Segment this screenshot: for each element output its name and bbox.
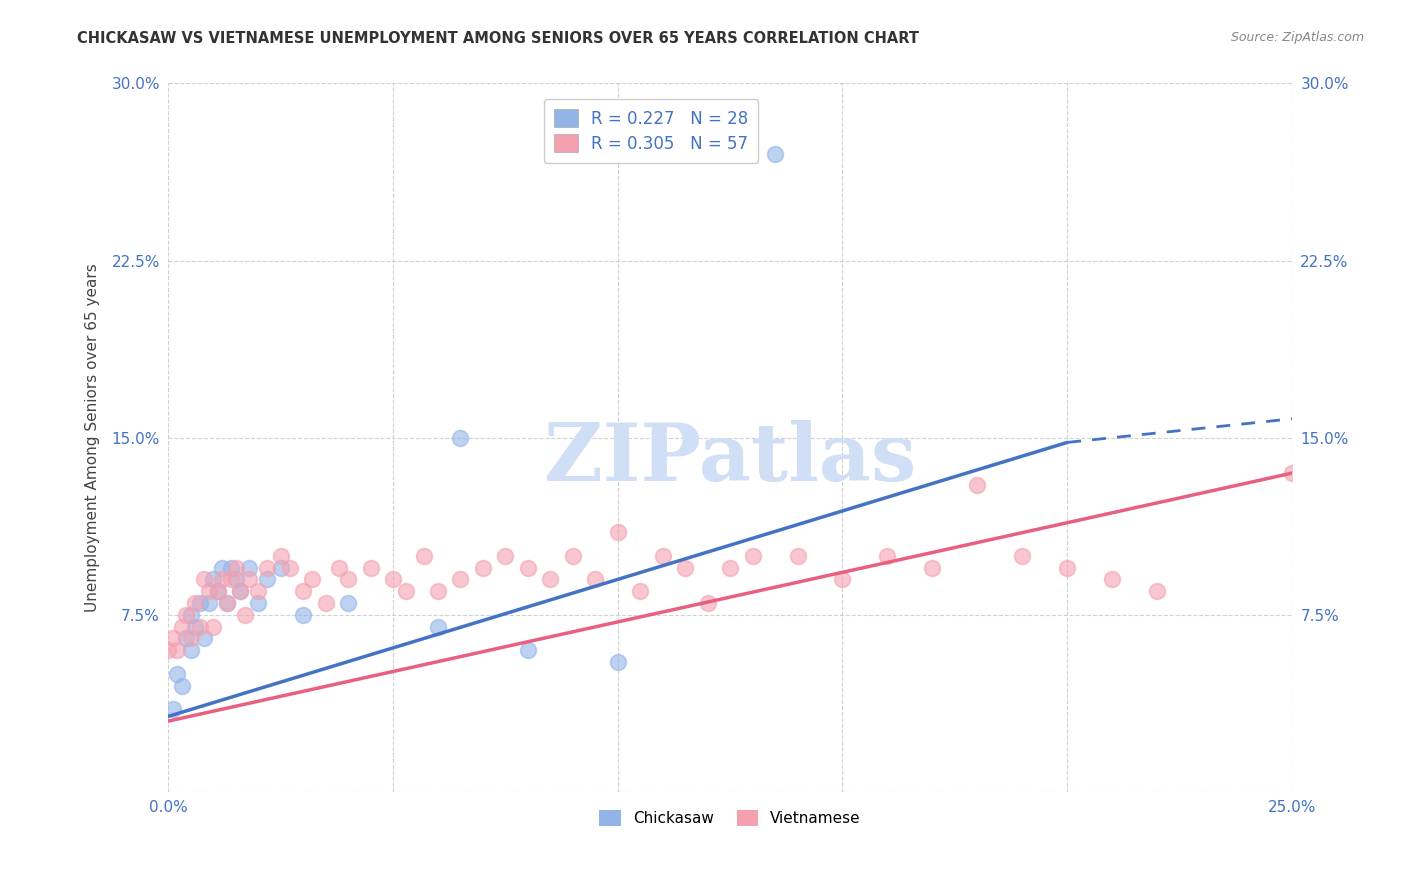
Point — [337, 573, 360, 587]
Point — [1101, 573, 1123, 587]
Point — [202, 620, 225, 634]
Point — [207, 584, 229, 599]
Point — [188, 620, 211, 634]
Point — [426, 620, 449, 634]
Point — [162, 632, 184, 646]
Point — [225, 560, 247, 574]
Point — [238, 573, 260, 587]
Point — [211, 560, 233, 574]
Point — [426, 584, 449, 599]
Point — [193, 632, 215, 646]
Point — [170, 679, 193, 693]
Point — [382, 573, 405, 587]
Point — [763, 147, 786, 161]
Point — [184, 596, 207, 610]
Point — [193, 573, 215, 587]
Point — [233, 607, 256, 622]
Point — [718, 560, 741, 574]
Point — [315, 596, 337, 610]
Point — [328, 560, 350, 574]
Point — [673, 560, 696, 574]
Point — [166, 643, 188, 657]
Point — [449, 431, 471, 445]
Point — [215, 596, 238, 610]
Point — [180, 632, 202, 646]
Point — [301, 573, 323, 587]
Point — [238, 560, 260, 574]
Point — [219, 560, 242, 574]
Point — [188, 596, 211, 610]
Point — [225, 573, 247, 587]
Point — [247, 596, 270, 610]
Point — [606, 655, 628, 669]
Point — [413, 549, 436, 563]
Point — [292, 607, 315, 622]
Point — [449, 573, 471, 587]
Point — [247, 584, 270, 599]
Point — [494, 549, 516, 563]
Point — [516, 560, 538, 574]
Point — [162, 702, 184, 716]
Point — [741, 549, 763, 563]
Point — [395, 584, 418, 599]
Point — [516, 643, 538, 657]
Point — [471, 560, 494, 574]
Point — [606, 525, 628, 540]
Point — [337, 596, 360, 610]
Point — [538, 573, 561, 587]
Point — [1056, 560, 1078, 574]
Point — [1011, 549, 1033, 563]
Point — [170, 620, 193, 634]
Point — [360, 560, 382, 574]
Text: ZIPatlas: ZIPatlas — [544, 420, 917, 498]
Point — [921, 560, 943, 574]
Point — [292, 584, 315, 599]
Point — [197, 596, 219, 610]
Point — [583, 573, 606, 587]
Point — [229, 584, 252, 599]
Point — [561, 549, 583, 563]
Point — [219, 573, 242, 587]
Text: Source: ZipAtlas.com: Source: ZipAtlas.com — [1230, 31, 1364, 45]
Point — [1281, 466, 1303, 480]
Point — [211, 573, 233, 587]
Point — [180, 643, 202, 657]
Point — [197, 584, 219, 599]
Point — [157, 643, 180, 657]
Point — [174, 632, 197, 646]
Point — [202, 573, 225, 587]
Point — [184, 620, 207, 634]
Point — [1146, 584, 1168, 599]
Point — [180, 607, 202, 622]
Point — [270, 560, 292, 574]
Point — [256, 560, 278, 574]
Point — [966, 478, 988, 492]
Point — [876, 549, 898, 563]
Point — [215, 596, 238, 610]
Point — [278, 560, 301, 574]
Point — [229, 584, 252, 599]
Point — [270, 549, 292, 563]
Y-axis label: Unemployment Among Seniors over 65 years: Unemployment Among Seniors over 65 years — [86, 263, 100, 612]
Point — [628, 584, 651, 599]
Point — [174, 607, 197, 622]
Text: CHICKASAW VS VIETNAMESE UNEMPLOYMENT AMONG SENIORS OVER 65 YEARS CORRELATION CHA: CHICKASAW VS VIETNAMESE UNEMPLOYMENT AMO… — [77, 31, 920, 46]
Point — [696, 596, 718, 610]
Point — [166, 666, 188, 681]
Legend: Chickasaw, Vietnamese: Chickasaw, Vietnamese — [592, 802, 869, 834]
Point — [256, 573, 278, 587]
Point — [786, 549, 808, 563]
Point — [831, 573, 853, 587]
Point — [651, 549, 673, 563]
Point — [207, 584, 229, 599]
